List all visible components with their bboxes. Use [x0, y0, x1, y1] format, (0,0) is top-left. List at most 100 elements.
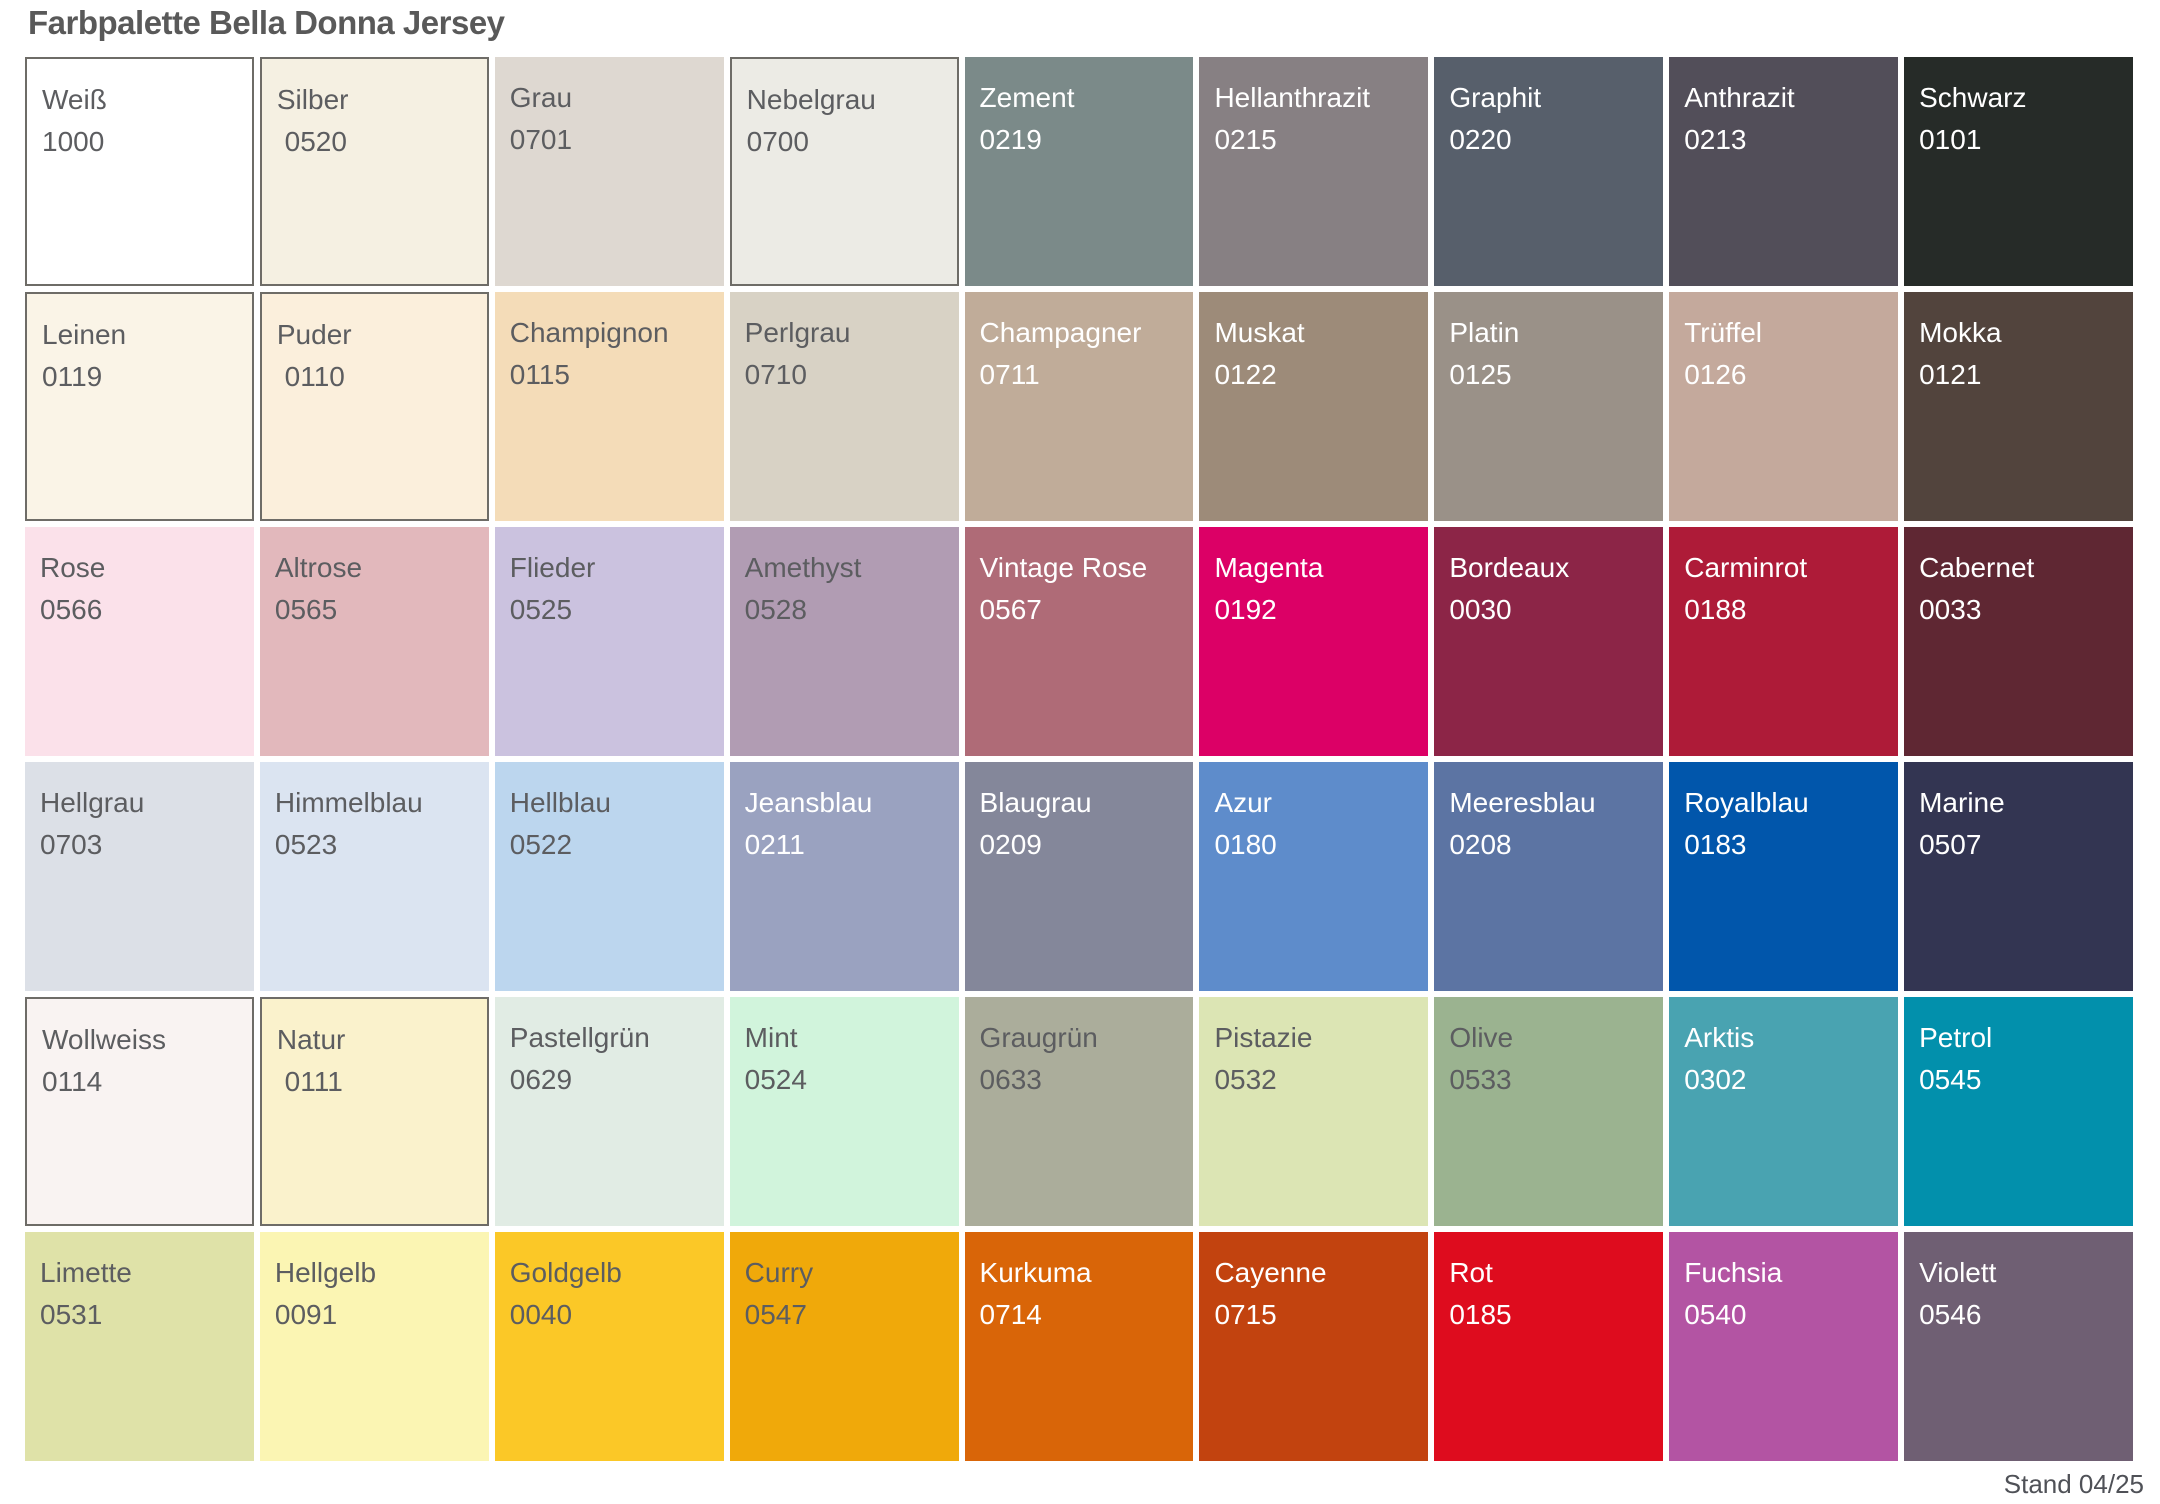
swatch-code: 0714: [979, 1299, 1042, 1330]
swatch-name: Mint: [744, 1022, 798, 1053]
swatch-name: Silber: [276, 84, 349, 115]
swatch-name: Flieder: [509, 552, 596, 583]
swatch-name: Champignon: [509, 317, 669, 348]
swatch-name: Bordeaux: [1449, 552, 1570, 583]
swatch-0192-magenta: Magenta 0192: [1199, 527, 1429, 756]
swatch-code: 0545: [1919, 1064, 1982, 1095]
swatch-0710-perlgrau: Perlgrau 0710: [729, 292, 959, 521]
swatch-name: Champagner: [979, 317, 1142, 348]
swatch-name: Leinen: [42, 319, 127, 350]
swatch-name: Nebelgrau: [746, 84, 876, 115]
swatch-0523-himmelblau: Himmelblau 0523: [259, 762, 489, 991]
swatch-name: Natur: [276, 1024, 346, 1055]
swatch-code: 0183: [1684, 829, 1747, 860]
swatch-name: Amethyst: [744, 552, 862, 583]
swatch-0101-schwarz: Schwarz 0101: [1904, 57, 2133, 286]
swatch-0209-blaugrau: Blaugrau 0209: [964, 762, 1194, 991]
swatch-0524-mint: Mint 0524: [729, 997, 959, 1226]
swatch-name: Azur: [1214, 787, 1273, 818]
swatch-name: Perlgrau: [744, 317, 851, 348]
swatch-name: Muskat: [1214, 317, 1305, 348]
swatch-0525-flieder: Flieder 0525: [494, 527, 724, 756]
swatch-name: Wollweiss: [42, 1024, 166, 1055]
swatch-name: Curry: [744, 1257, 814, 1288]
swatch-name: Hellgrau: [40, 787, 145, 818]
swatch-code: 0040: [509, 1299, 573, 1330]
swatch-0540-fuchsia: Fuchsia 0540: [1669, 1232, 1899, 1461]
swatch-code: 0302: [1684, 1064, 1747, 1095]
swatch-name: Weiß: [42, 84, 107, 115]
swatch-0220-graphit: Graphit 0220: [1434, 57, 1664, 286]
swatch-name: Graugrün: [979, 1022, 1098, 1053]
swatch-name: Graphit: [1449, 82, 1542, 113]
swatch-code: 0700: [746, 126, 809, 157]
swatch-code: 0547: [744, 1299, 807, 1330]
swatch-0119-leinen: Leinen 0119: [25, 292, 254, 521]
swatch-name: Anthrazit: [1684, 82, 1795, 113]
swatch-name: Pastellgrün: [509, 1022, 650, 1053]
swatch-0507-marine: Marine 0507: [1904, 762, 2133, 991]
swatch-0715-cayenne: Cayenne 0715: [1199, 1232, 1429, 1461]
swatch-0122-muskat: Muskat 0122: [1199, 292, 1429, 521]
swatch-name: Schwarz: [1919, 82, 2027, 113]
swatch-code: 0710: [744, 359, 807, 390]
swatch-code: 0033: [1919, 594, 1982, 625]
swatch-code: 0703: [40, 829, 103, 860]
swatch-code: 0711: [979, 359, 1040, 390]
swatch-code: 0566: [40, 594, 103, 625]
swatch-code: 0211: [744, 829, 805, 860]
swatch-0185-rot: Rot 0185: [1434, 1232, 1664, 1461]
swatch-0528-amethyst: Amethyst 0528: [729, 527, 959, 756]
swatch-code: 0532: [1214, 1064, 1277, 1095]
swatch-name: Trüffel: [1684, 317, 1763, 348]
swatch-name: Jeansblau: [744, 787, 873, 818]
swatch-0711-champagner: Champagner 0711: [964, 292, 1194, 521]
swatch-code: 0533: [1449, 1064, 1512, 1095]
swatch-0040-goldgelb: Goldgelb 0040: [494, 1232, 724, 1461]
swatch-code: 0531: [40, 1299, 103, 1330]
swatch-name: Cabernet: [1919, 552, 2035, 583]
swatch-0545-petrol: Petrol 0545: [1904, 997, 2133, 1226]
swatch-0180-azur: Azur 0180: [1199, 762, 1429, 991]
swatch-code: 0119: [42, 361, 103, 392]
swatch-0700-nebelgrau: Nebelgrau 0700: [729, 57, 959, 286]
swatch-name: Violett: [1919, 1257, 1997, 1288]
swatch-name: Carminrot: [1684, 552, 1808, 583]
swatch-name: Mokka: [1919, 317, 2002, 348]
swatch-name: Magenta: [1214, 552, 1324, 583]
swatch-name: Pistazie: [1214, 1022, 1313, 1053]
swatch-0114-wollweiss: Wollweiss 0114: [25, 997, 254, 1226]
swatch-code: 0030: [1449, 594, 1512, 625]
swatch-code: 0115: [509, 359, 570, 390]
swatch-name: Zement: [979, 82, 1075, 113]
swatch-0030-bordeaux: Bordeaux 0030: [1434, 527, 1664, 756]
color-palette-grid: Weiß 1000 Silber 0520 Grau 0701 Nebelgrau 0700…: [25, 57, 2133, 1461]
swatch-code: 0114: [42, 1066, 103, 1097]
swatch-code: 0220: [1449, 124, 1512, 155]
swatch-0566-rose: Rose 0566: [25, 527, 254, 756]
swatch-0714-kurkuma: Kurkuma 0714: [964, 1232, 1194, 1461]
swatch-0183-royalblau: Royalblau 0183: [1669, 762, 1899, 991]
swatch-code: 0524: [744, 1064, 807, 1095]
swatch-code: 0522: [509, 829, 573, 860]
swatch-name: Altrose: [274, 552, 363, 583]
swatch-name: Marine: [1919, 787, 2005, 818]
swatch-code: 0208: [1449, 829, 1512, 860]
swatch-code: 0219: [979, 124, 1042, 155]
swatch-0531-limette: Limette 0531: [25, 1232, 254, 1461]
swatch-0547-curry: Curry 0547: [729, 1232, 959, 1461]
swatch-code: 0540: [1684, 1299, 1747, 1330]
swatch-code: 0633: [979, 1064, 1042, 1095]
page-title: Farbpalette Bella Donna Jersey: [28, 4, 505, 41]
swatch-name: Hellblau: [509, 787, 611, 818]
swatch-code: 0125: [1449, 359, 1512, 390]
swatch-code: 0126: [1684, 359, 1747, 390]
swatch-0565-altrose: Altrose 0565: [259, 527, 489, 756]
swatch-name: Fuchsia: [1684, 1257, 1783, 1288]
swatch-code: 0188: [1684, 594, 1747, 625]
swatch-0126-tr-ffel: Trüffel 0126: [1669, 292, 1899, 521]
swatch-0188-carminrot: Carminrot 0188: [1669, 527, 1899, 756]
swatch-0091-hellgelb: Hellgelb 0091: [259, 1232, 489, 1461]
swatch-code: 0567: [979, 594, 1042, 625]
swatch-0532-pistazie: Pistazie 0532: [1199, 997, 1429, 1226]
